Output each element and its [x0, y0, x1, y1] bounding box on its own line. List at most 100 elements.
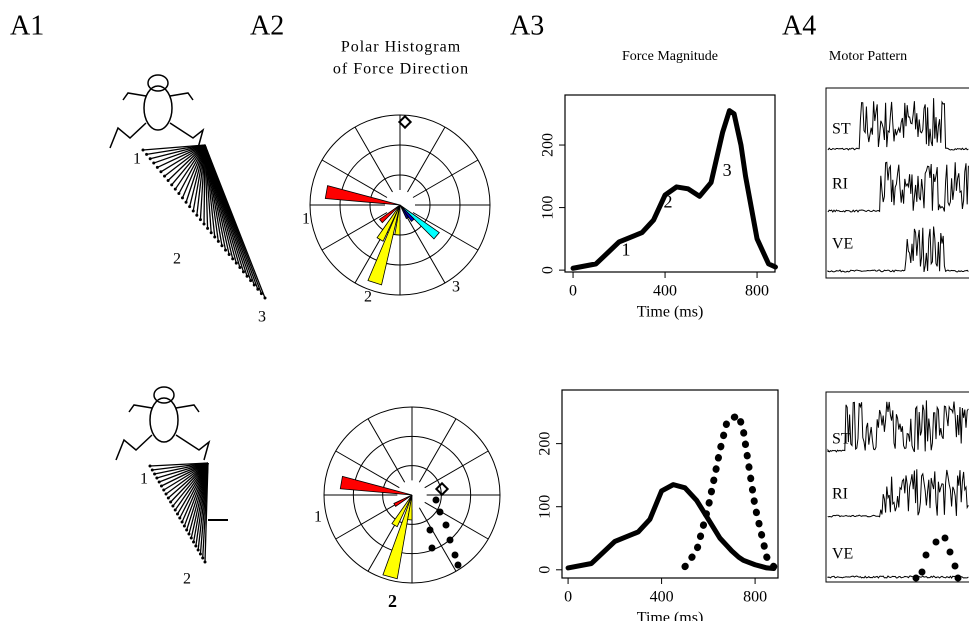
frog-body — [149, 397, 179, 443]
polar-wedge — [391, 494, 413, 528]
frog-body — [143, 85, 173, 131]
polar-wedge — [378, 204, 401, 224]
vector-tip — [227, 252, 231, 256]
emg-trace — [827, 469, 969, 518]
vector-tip — [173, 508, 177, 512]
vector-tip — [180, 196, 184, 200]
vector-tip — [176, 512, 179, 516]
vector-tip — [164, 492, 168, 496]
force-vector — [157, 144, 206, 168]
force-vector — [154, 462, 209, 475]
polar-marker — [434, 481, 450, 497]
force-vector — [204, 462, 209, 563]
emg-trace — [827, 400, 969, 453]
frog-limbs — [109, 92, 205, 149]
polar-marker — [397, 114, 413, 130]
polar-spoke — [407, 217, 446, 284]
x-axis-label: Time (ms) — [637, 610, 704, 621]
vector-tip — [231, 257, 235, 261]
force-vector — [165, 462, 209, 495]
vector-tip — [238, 266, 242, 270]
vector-tip — [153, 472, 157, 476]
trajectory-dot — [451, 551, 459, 559]
polar-spoke — [321, 159, 388, 198]
x-tick-label: 400 — [653, 283, 677, 300]
emg-label: VE — [832, 236, 853, 253]
polar-wedge — [324, 185, 401, 206]
polar-label: 1 — [314, 509, 322, 526]
x-axis-label: Time (ms) — [637, 304, 704, 321]
annotation: 2 — [664, 191, 673, 211]
force-vector — [164, 144, 206, 177]
y-tick-label: 200 — [540, 133, 557, 157]
vector-tip — [224, 248, 228, 252]
vector-tip — [220, 244, 224, 248]
polar-label: 2 — [364, 289, 372, 306]
vector-tip — [166, 496, 170, 500]
trajectory-dot — [446, 536, 454, 544]
plot-frame — [564, 94, 776, 273]
vector-tip — [234, 261, 238, 265]
trajectory-dot — [436, 508, 444, 516]
force-vector — [167, 462, 209, 499]
force-vector — [181, 144, 206, 199]
frog-label: 3 — [258, 309, 266, 326]
vector-tip — [188, 205, 192, 209]
y-tick-label: 0 — [537, 566, 554, 574]
polar-wedge — [367, 204, 401, 286]
force-vector — [178, 144, 206, 194]
vector-tip — [159, 484, 163, 488]
force-vector — [156, 462, 209, 479]
polar-spoke — [321, 212, 388, 251]
polar-spoke — [418, 507, 457, 572]
y-tick-label: 200 — [537, 432, 554, 456]
frog-limbs — [115, 404, 211, 461]
force-vector — [149, 462, 209, 467]
vector-tip — [152, 161, 156, 165]
y-tick-label: 0 — [540, 266, 557, 274]
vector-tip — [159, 170, 163, 174]
force-vector — [174, 462, 209, 511]
emg-label: RI — [832, 176, 848, 193]
emg-label: VE — [832, 546, 853, 563]
vector-tip — [241, 270, 245, 274]
force-line — [681, 411, 778, 571]
trajectory-dot — [432, 496, 440, 504]
panel-label: A4 — [782, 10, 816, 41]
vector-tip — [256, 287, 260, 291]
annotation: 1 — [621, 239, 630, 259]
vector-tip — [178, 516, 182, 520]
emg-label: ST — [832, 431, 851, 448]
emg-label: ST — [832, 121, 851, 138]
force-vector — [158, 462, 209, 483]
force-vector — [171, 144, 206, 186]
motor-title: Motor Pattern — [829, 49, 907, 64]
frog-label: 2 — [173, 251, 181, 268]
emg-box — [825, 391, 969, 583]
emg-trace — [827, 98, 969, 151]
emg-dot — [941, 534, 949, 542]
polar-wedge — [376, 204, 401, 242]
trajectory-dot — [426, 526, 434, 534]
force-vector — [152, 462, 209, 471]
trajectory-dot — [454, 561, 462, 569]
polar-label: 3 — [452, 279, 460, 296]
frog-head — [147, 74, 169, 92]
vector-tip — [252, 283, 256, 287]
polar-title: Polar Histogram — [341, 39, 461, 56]
emg-dot — [922, 551, 930, 559]
y-tick-label: 100 — [540, 196, 557, 220]
force-vector — [170, 462, 209, 503]
vector-tip — [182, 524, 186, 528]
x-tick-label: 400 — [650, 589, 674, 606]
vector-tip — [150, 468, 154, 472]
vector-tip — [189, 536, 193, 540]
polar-spoke — [335, 450, 400, 489]
vector-tip — [148, 157, 152, 161]
polar-wedge — [399, 204, 440, 240]
force-vector — [167, 144, 206, 181]
polar-spoke — [354, 126, 393, 193]
vector-tip — [171, 504, 175, 508]
polar-wedge — [394, 204, 401, 236]
